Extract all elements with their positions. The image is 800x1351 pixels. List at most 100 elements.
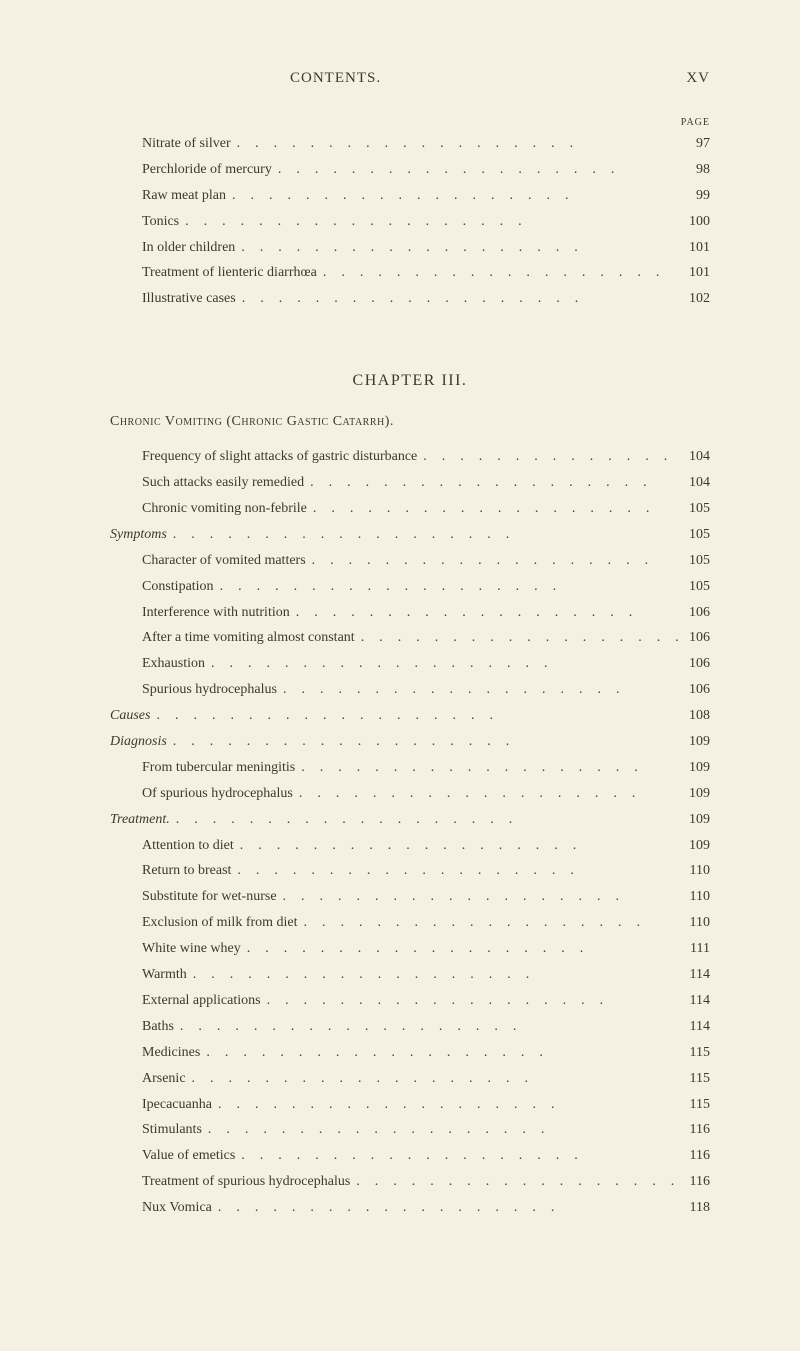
toc-entry: In older children...................101 (110, 235, 710, 261)
dot-leader: ................... (307, 496, 678, 522)
entry-label: Exhaustion (142, 651, 205, 677)
dot-leader: ................... (235, 1143, 678, 1169)
entry-page: 109 (678, 833, 710, 859)
entry-label: Frequency of slight attacks of gastric d… (142, 444, 417, 470)
dot-leader: ................... (212, 1092, 678, 1118)
entry-page: 100 (678, 209, 710, 235)
entry-page: 114 (678, 1014, 710, 1040)
dot-leader: ................... (355, 625, 678, 651)
toc-entry: Stimulants...................116 (110, 1117, 710, 1143)
dot-leader: ................... (261, 988, 678, 1014)
entry-label: Such attacks easily remedied (142, 470, 304, 496)
dot-leader: ................... (187, 962, 678, 988)
toc-entry: Of spurious hydrocephalus...............… (110, 781, 710, 807)
entry-page: 97 (678, 131, 710, 157)
toc-entry: Medicines...................115 (110, 1040, 710, 1066)
entry-page: 102 (678, 286, 710, 312)
entry-label: Character of vomited matters (142, 548, 306, 574)
dot-leader: ................... (231, 131, 678, 157)
toc-entry: Interference with nutrition.............… (110, 600, 710, 626)
toc-entry: Attention to diet...................109 (110, 833, 710, 859)
section-title: Chronic Vomiting (Chronic Gastic Catarrh… (110, 414, 710, 430)
toc-entry: Symptoms...................105 (110, 522, 710, 548)
top-entries-list: Nitrate of silver...................97Pe… (110, 131, 710, 312)
dot-leader: ................... (304, 470, 678, 496)
entry-label: External applications (142, 988, 261, 1014)
entry-label: Nitrate of silver (142, 131, 231, 157)
dot-leader: ................... (167, 729, 678, 755)
entry-label: Perchloride of mercury (142, 157, 272, 183)
dot-leader: ................... (306, 548, 678, 574)
entry-label: Illustrative cases (142, 286, 236, 312)
toc-entry: Causes...................108 (110, 703, 710, 729)
toc-entry: Exclusion of milk from diet.............… (110, 910, 710, 936)
toc-entry: Such attacks easily remedied............… (110, 470, 710, 496)
running-header: CONTENTS. XV (110, 70, 710, 87)
entry-page: 106 (678, 651, 710, 677)
entry-label: Diagnosis (110, 729, 167, 755)
entry-page: 116 (678, 1169, 710, 1195)
entry-label: Tonics (142, 209, 179, 235)
entry-label: Spurious hydrocephalus (142, 677, 277, 703)
entry-label: Return to breast (142, 858, 231, 884)
entry-label: Treatment. (110, 807, 170, 833)
entry-page: 118 (678, 1195, 710, 1221)
dot-leader: ................... (170, 807, 678, 833)
entry-label: From tubercular meningitis (142, 755, 295, 781)
toc-entry: Exhaustion...................106 (110, 651, 710, 677)
entry-page: 115 (678, 1092, 710, 1118)
toc-entry: Return to breast...................110 (110, 858, 710, 884)
entry-label: Symptoms (110, 522, 167, 548)
entry-page: 98 (678, 157, 710, 183)
entry-page: 106 (678, 625, 710, 651)
entry-label: Causes (110, 703, 150, 729)
entry-label: Of spurious hydrocephalus (142, 781, 293, 807)
toc-entry: Ipecacuanha...................115 (110, 1092, 710, 1118)
toc-entry: Substitute for wet-nurse................… (110, 884, 710, 910)
toc-entry: Raw meat plan...................99 (110, 183, 710, 209)
dot-leader: ................... (179, 209, 678, 235)
entry-label: Arsenic (142, 1066, 186, 1092)
entry-page: 105 (678, 522, 710, 548)
toc-entry: Value of emetics...................116 (110, 1143, 710, 1169)
dot-leader: ................... (186, 1066, 678, 1092)
entry-label: White wine whey (142, 936, 241, 962)
toc-entry: Constipation...................105 (110, 574, 710, 600)
toc-entry: Arsenic...................115 (110, 1066, 710, 1092)
entry-label: Treatment of spurious hydrocephalus (142, 1169, 350, 1195)
toc-entry: White wine whey...................111 (110, 936, 710, 962)
entry-label: Medicines (142, 1040, 200, 1066)
dot-leader: ................... (200, 1040, 678, 1066)
entry-page: 114 (678, 962, 710, 988)
toc-entry: Warmth...................114 (110, 962, 710, 988)
entry-page: 110 (678, 910, 710, 936)
dot-leader: ................... (202, 1117, 678, 1143)
dot-leader: ................... (167, 522, 678, 548)
dot-leader: ................... (293, 781, 678, 807)
entry-page: 116 (678, 1143, 710, 1169)
entry-label: Chronic vomiting non-febrile (142, 496, 307, 522)
entry-page: 104 (678, 470, 710, 496)
entry-label: Interference with nutrition (142, 600, 290, 626)
entry-page: 109 (678, 729, 710, 755)
dot-leader: ................... (236, 286, 678, 312)
entry-page: 106 (678, 600, 710, 626)
toc-entry: Chronic vomiting non-febrile............… (110, 496, 710, 522)
dot-leader: ................... (174, 1014, 678, 1040)
entry-page: 108 (678, 703, 710, 729)
dot-leader: ................... (298, 910, 678, 936)
entry-label: After a time vomiting almost constant (142, 625, 355, 651)
entry-label: Raw meat plan (142, 183, 226, 209)
dot-leader: ................... (235, 235, 678, 261)
page-column-label: PAGE (110, 117, 710, 128)
entry-page: 104 (678, 444, 710, 470)
entry-label: Nux Vomica (142, 1195, 212, 1221)
entry-page: 101 (678, 235, 710, 261)
page-roman: XV (686, 70, 710, 87)
dot-leader: ................... (317, 260, 678, 286)
toc-entry: Treatment....................109 (110, 807, 710, 833)
entry-page: 110 (678, 884, 710, 910)
entry-page: 109 (678, 781, 710, 807)
entry-page: 105 (678, 496, 710, 522)
toc-entry: Character of vomited matters............… (110, 548, 710, 574)
